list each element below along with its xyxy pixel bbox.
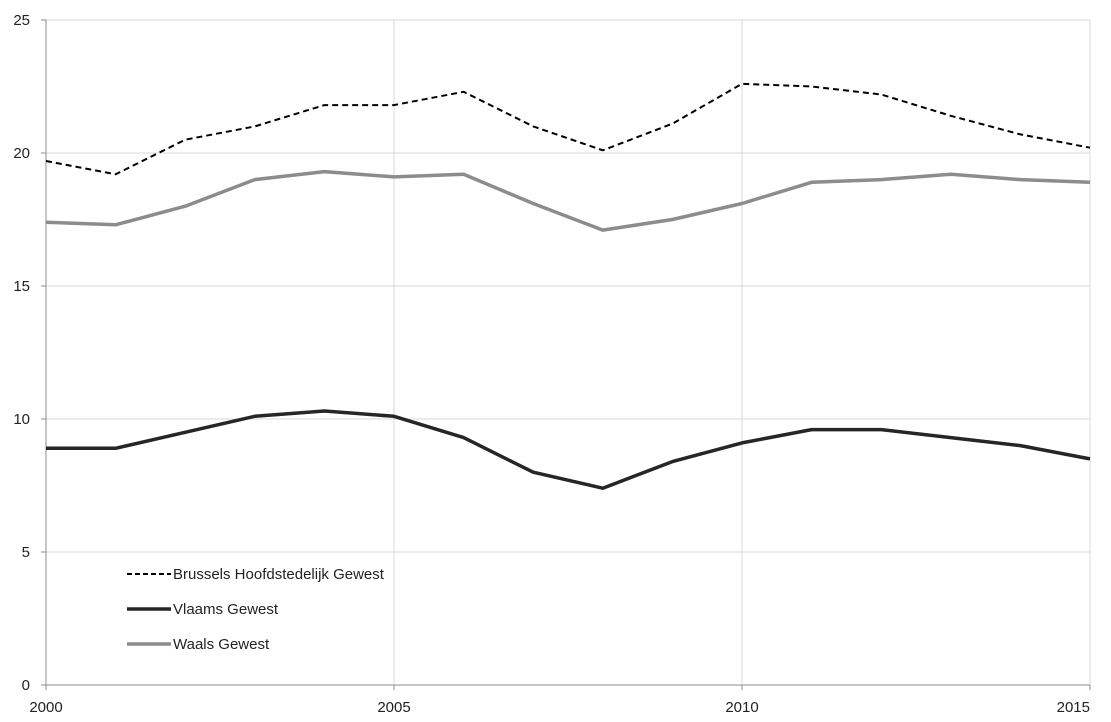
x-tick-label: 2005 [377, 699, 410, 716]
y-tick-label: 25 [13, 12, 30, 29]
series-line-0 [45, 82, 1091, 176]
legend-label-1: Vlaams Gewest [173, 601, 279, 618]
axes [41, 19, 1091, 690]
x-axis-tick-labels: 2000 2005 2010 2015 [29, 699, 1090, 716]
y-tick-label: 15 [13, 278, 30, 295]
legend: Brussels Hoofdstedelijk Gewest Vlaams Gew… [127, 566, 385, 653]
y-tick-label: 0 [22, 677, 30, 694]
grid-lines [46, 19, 1091, 685]
series-line-1 [46, 409, 1091, 490]
legend-label-0: Brussels Hoofdstedelijk Gewest [173, 566, 385, 583]
series-lines [45, 82, 1091, 490]
y-tick-label: 20 [13, 145, 30, 162]
legend-label-2: Waals Gewest [173, 636, 270, 653]
y-tick-label: 10 [13, 411, 30, 428]
series-line-2 [45, 169, 1091, 232]
y-tick-label: 5 [22, 544, 30, 561]
y-axis-tick-labels: 0 5 10 15 20 25 [13, 12, 30, 694]
x-tick-label: 2015 [1057, 699, 1090, 716]
x-tick-label: 2000 [29, 699, 62, 716]
x-tick-label: 2010 [725, 699, 758, 716]
